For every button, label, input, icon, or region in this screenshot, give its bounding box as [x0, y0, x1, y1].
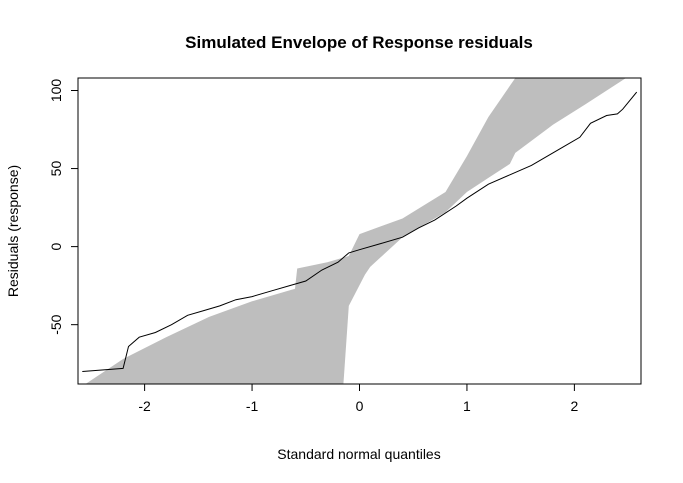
- x-tick-label: 0: [356, 398, 364, 414]
- y-tick-label: -50: [48, 314, 64, 334]
- x-tick-label: 2: [570, 398, 578, 414]
- y-axis: -50 0 50 100: [48, 79, 79, 335]
- envelope-band: [85, 78, 626, 384]
- x-axis: -2 -1 0 1 2: [138, 383, 578, 414]
- y-tick-label: 0: [48, 243, 64, 251]
- y-tick-label: 100: [48, 79, 64, 103]
- y-tick-label: 50: [48, 161, 64, 177]
- x-tick-label: -1: [246, 398, 259, 414]
- y-axis-label: Residuals (response): [5, 165, 21, 297]
- x-axis-label: Standard normal quantiles: [277, 446, 440, 462]
- plot-box: [77, 77, 642, 385]
- chart-title: Simulated Envelope of Response residuals: [185, 33, 533, 52]
- residual-line: [82, 91, 638, 372]
- plot-area: [82, 78, 638, 384]
- x-tick-label: 1: [463, 398, 471, 414]
- x-tick-label: -2: [138, 398, 151, 414]
